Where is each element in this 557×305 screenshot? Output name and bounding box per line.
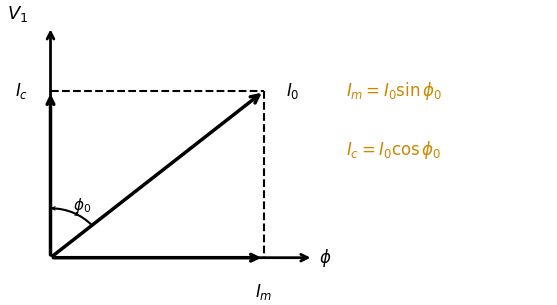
Text: $I_c$: $I_c$: [16, 81, 28, 101]
Text: $\phi_0$: $\phi_0$: [74, 196, 91, 215]
Text: $I_0$: $I_0$: [286, 81, 300, 101]
Text: $V_1$: $V_1$: [7, 4, 28, 24]
Text: $I_c = I_0 \cos \phi_0$: $I_c = I_0 \cos \phi_0$: [346, 139, 442, 161]
Text: $\phi$: $\phi$: [319, 247, 331, 269]
Text: $I_m = I_0 \sin \phi_0$: $I_m = I_0 \sin \phi_0$: [346, 80, 442, 102]
Text: $I_m$: $I_m$: [255, 282, 273, 302]
